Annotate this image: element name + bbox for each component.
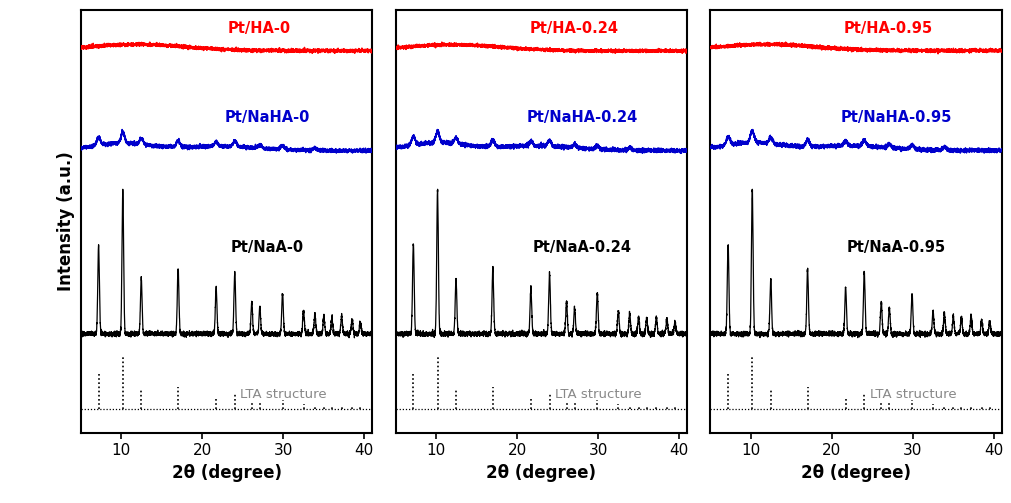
X-axis label: 2θ (degree): 2θ (degree): [172, 464, 281, 481]
Text: Pt/NaA-0.24: Pt/NaA-0.24: [532, 240, 631, 255]
Text: Pt/HA-0.95: Pt/HA-0.95: [843, 21, 932, 36]
Text: Pt/HA-0.24: Pt/HA-0.24: [529, 21, 618, 36]
X-axis label: 2θ (degree): 2θ (degree): [801, 464, 910, 481]
Text: LTA structure: LTA structure: [868, 387, 955, 400]
Text: Pt/NaHA-0: Pt/NaHA-0: [224, 110, 309, 125]
Text: Pt/HA-0: Pt/HA-0: [227, 21, 290, 36]
Text: LTA structure: LTA structure: [240, 387, 327, 400]
Text: Pt/NaA-0.95: Pt/NaA-0.95: [846, 240, 945, 255]
Y-axis label: Intensity (a.u.): Intensity (a.u.): [58, 151, 76, 291]
X-axis label: 2θ (degree): 2θ (degree): [486, 464, 595, 481]
Text: Pt/NaA-0: Pt/NaA-0: [231, 240, 303, 255]
Text: LTA structure: LTA structure: [554, 387, 641, 400]
Text: Pt/NaHA-0.24: Pt/NaHA-0.24: [526, 110, 637, 125]
Text: Pt/NaHA-0.95: Pt/NaHA-0.95: [840, 110, 951, 125]
